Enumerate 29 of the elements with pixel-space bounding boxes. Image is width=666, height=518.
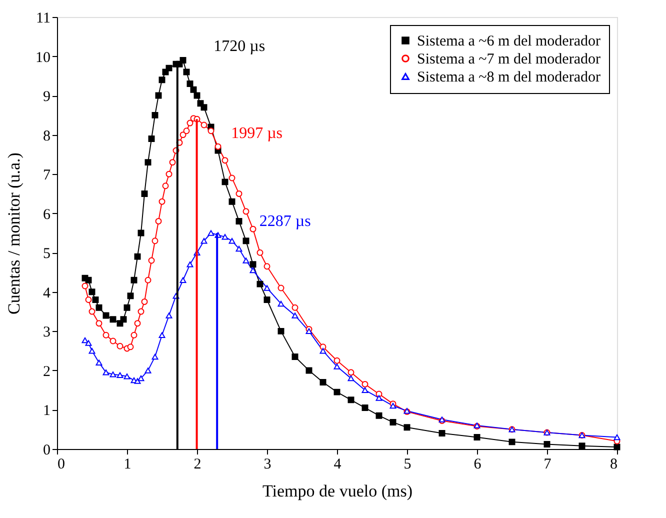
annotation: 1720 µs [214,38,266,56]
x-tick-label: 4 [334,456,342,472]
y-tick-label: 3 [43,324,50,341]
x-tick-label: 5 [404,456,412,472]
y-tick-label: 8 [43,128,50,144]
y-tick-label: 11 [36,10,50,26]
y-tick-label: 4 [43,285,51,302]
y-tick-label: 10 [36,50,50,66]
annotation: 2287 µs [259,213,311,230]
y-tick-label: 0 [43,442,50,458]
y-tick-label: 2 [43,364,50,380]
x-tick-label: 3 [264,456,272,472]
y-tick-label: 6 [43,206,51,223]
x-tick-label: 8 [610,456,618,472]
x-tick-label: 0 [58,456,65,472]
x-axis-title: Tiempo de vuelo (ms) [262,482,413,500]
y-axis-title: Cuentas / monitor (u.a.) [4,152,24,314]
x-tick-label: 2 [194,456,202,472]
y-tick-label: 7 [43,168,51,184]
annotation: 1997 µs [231,125,283,142]
y-tick-label: 5 [43,246,50,262]
y-tick-label: 9 [43,89,50,106]
legend-label: Sistema a ~6 m del moderador [417,34,600,50]
x-tick-label: 7 [544,456,552,472]
x-tick-label: 6 [474,456,482,472]
legend-label: Sistema a ~7 m del moderador [417,52,600,68]
y-tick-label: 1 [43,403,50,420]
legend-label: Sistema a ~8 m del moderador [417,70,600,86]
x-tick-label: 1 [124,456,132,472]
